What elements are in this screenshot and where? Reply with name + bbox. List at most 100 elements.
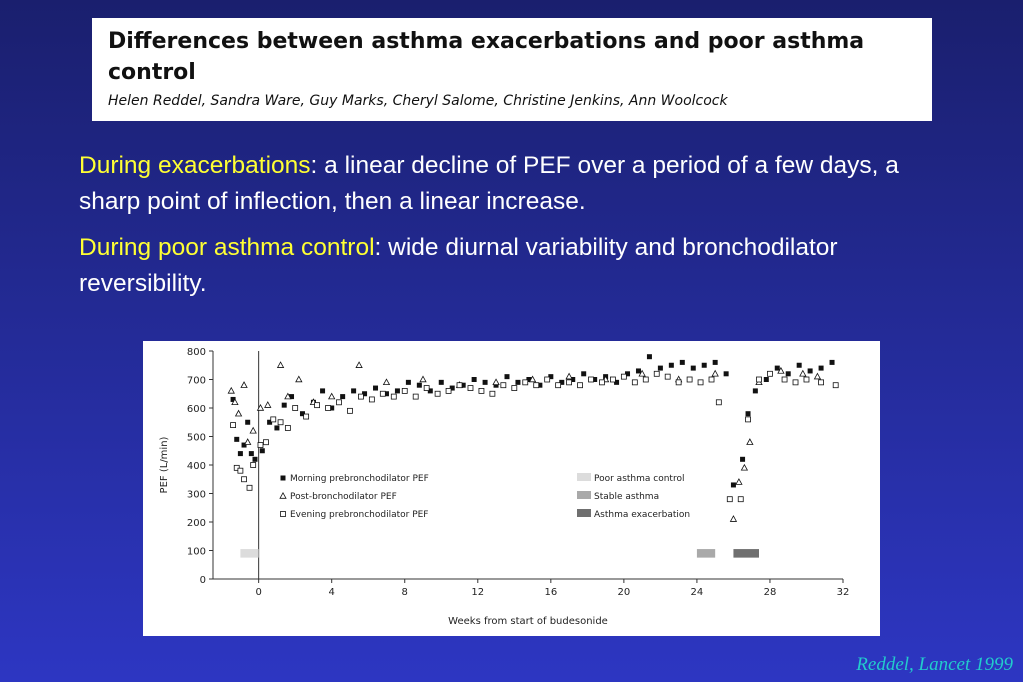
data-point	[394, 388, 400, 394]
data-point	[467, 385, 474, 391]
data-point	[234, 436, 240, 442]
bullet-poor-control-text: : wide diurnal variability and bronchodi…	[79, 234, 838, 297]
data-point	[284, 392, 292, 400]
data-point	[740, 456, 746, 462]
y-tick-label: 200	[187, 518, 206, 529]
data-point	[767, 370, 773, 377]
data-point	[735, 478, 743, 485]
data-point	[478, 388, 485, 394]
data-point	[401, 388, 408, 394]
data-point	[785, 371, 791, 377]
y-tick-label: 600	[187, 404, 206, 415]
x-tick-label: 4	[329, 587, 335, 598]
data-point	[358, 393, 364, 400]
data-point	[803, 376, 810, 383]
legend-swatch	[577, 473, 591, 481]
data-point	[257, 442, 264, 448]
period-bar	[696, 549, 716, 558]
data-point	[697, 379, 704, 386]
legend-label: Evening prebronchodilator PEF	[290, 510, 429, 520]
pef-chart-svg: 0 100 200 300 400 500 600 700 800 0 4 8 12 16 20 24 28 32…	[159, 347, 849, 627]
data-point	[544, 376, 551, 383]
data-point	[368, 396, 375, 403]
data-point	[614, 379, 620, 385]
data-point	[723, 371, 729, 377]
paper-title: Differences between asthma exacerbations…	[108, 29, 865, 85]
data-point	[729, 515, 738, 522]
data-point	[314, 402, 320, 409]
data-point	[362, 391, 368, 397]
data-point	[390, 393, 397, 400]
legend-marker	[279, 491, 287, 499]
data-point	[559, 379, 565, 385]
data-point	[460, 382, 466, 388]
x-tick-label: 12	[471, 587, 484, 598]
data-point	[303, 413, 310, 420]
data-point	[581, 371, 587, 377]
legend-label: Poor asthma control	[594, 474, 684, 484]
data-point	[492, 378, 500, 386]
data-point	[423, 385, 430, 391]
data-point	[244, 438, 252, 445]
data-point	[631, 379, 638, 386]
data-point	[679, 359, 685, 365]
data-point	[690, 365, 696, 371]
data-point	[625, 371, 631, 377]
bullet-exacerbations-text: : a linear decline of PEF over a period …	[79, 152, 899, 215]
data-point	[347, 407, 353, 414]
legend-marker	[280, 511, 286, 517]
legend-label: Stable asthma	[594, 492, 659, 502]
data-point	[807, 368, 813, 374]
x-tick-label: 16	[544, 587, 557, 598]
data-point	[382, 378, 391, 386]
x-axis-label: Weeks from start of budesonide	[448, 616, 608, 627]
data-point	[438, 379, 444, 385]
data-point	[234, 409, 243, 417]
data-point	[715, 399, 722, 406]
data-point	[237, 467, 244, 474]
data-point	[329, 405, 335, 411]
data-point	[500, 382, 507, 389]
bullet-poor-control: During poor asthma control: wide diurnal…	[79, 230, 959, 302]
bullet-poor-control-highlight: During poor asthma control	[79, 234, 375, 261]
data-point	[267, 419, 273, 425]
data-point	[246, 484, 253, 491]
data-point	[712, 359, 718, 365]
data-point	[295, 375, 303, 383]
data-point	[489, 390, 496, 397]
data-point	[796, 362, 802, 368]
data-point	[620, 373, 627, 380]
data-point	[746, 438, 754, 445]
data-point	[763, 377, 769, 382]
data-point	[292, 405, 299, 411]
data-point	[701, 362, 707, 368]
data-point	[668, 362, 674, 368]
data-point	[565, 372, 573, 380]
x-tick-label: 24	[691, 587, 704, 598]
y-tick-label: 100	[187, 547, 206, 558]
data-point	[241, 442, 247, 448]
data-point	[416, 382, 422, 388]
data-point	[471, 377, 477, 382]
data-point	[237, 451, 243, 457]
data-point	[642, 376, 649, 383]
citation-credit: Reddel, Lancet 1999	[856, 654, 1013, 675]
data-point	[577, 382, 583, 389]
data-point	[752, 388, 758, 394]
data-point	[270, 416, 277, 423]
y-tick-label: 800	[187, 347, 206, 358]
data-point	[256, 403, 265, 411]
data-point	[548, 374, 554, 380]
data-point	[249, 426, 257, 434]
data-point	[737, 496, 744, 503]
data-point	[434, 390, 441, 397]
pef-chart: 0 100 200 300 400 500 600 700 800 0 4 8 12 16 20 24 28 32…	[143, 341, 880, 636]
data-point	[781, 376, 788, 383]
data-point	[829, 359, 835, 365]
x-tick-label: 0	[255, 587, 261, 598]
data-point	[248, 451, 254, 457]
data-point	[588, 376, 594, 383]
data-point	[227, 386, 235, 394]
y-axis-label: PEF (L/min)	[159, 436, 170, 493]
data-point	[592, 377, 598, 382]
